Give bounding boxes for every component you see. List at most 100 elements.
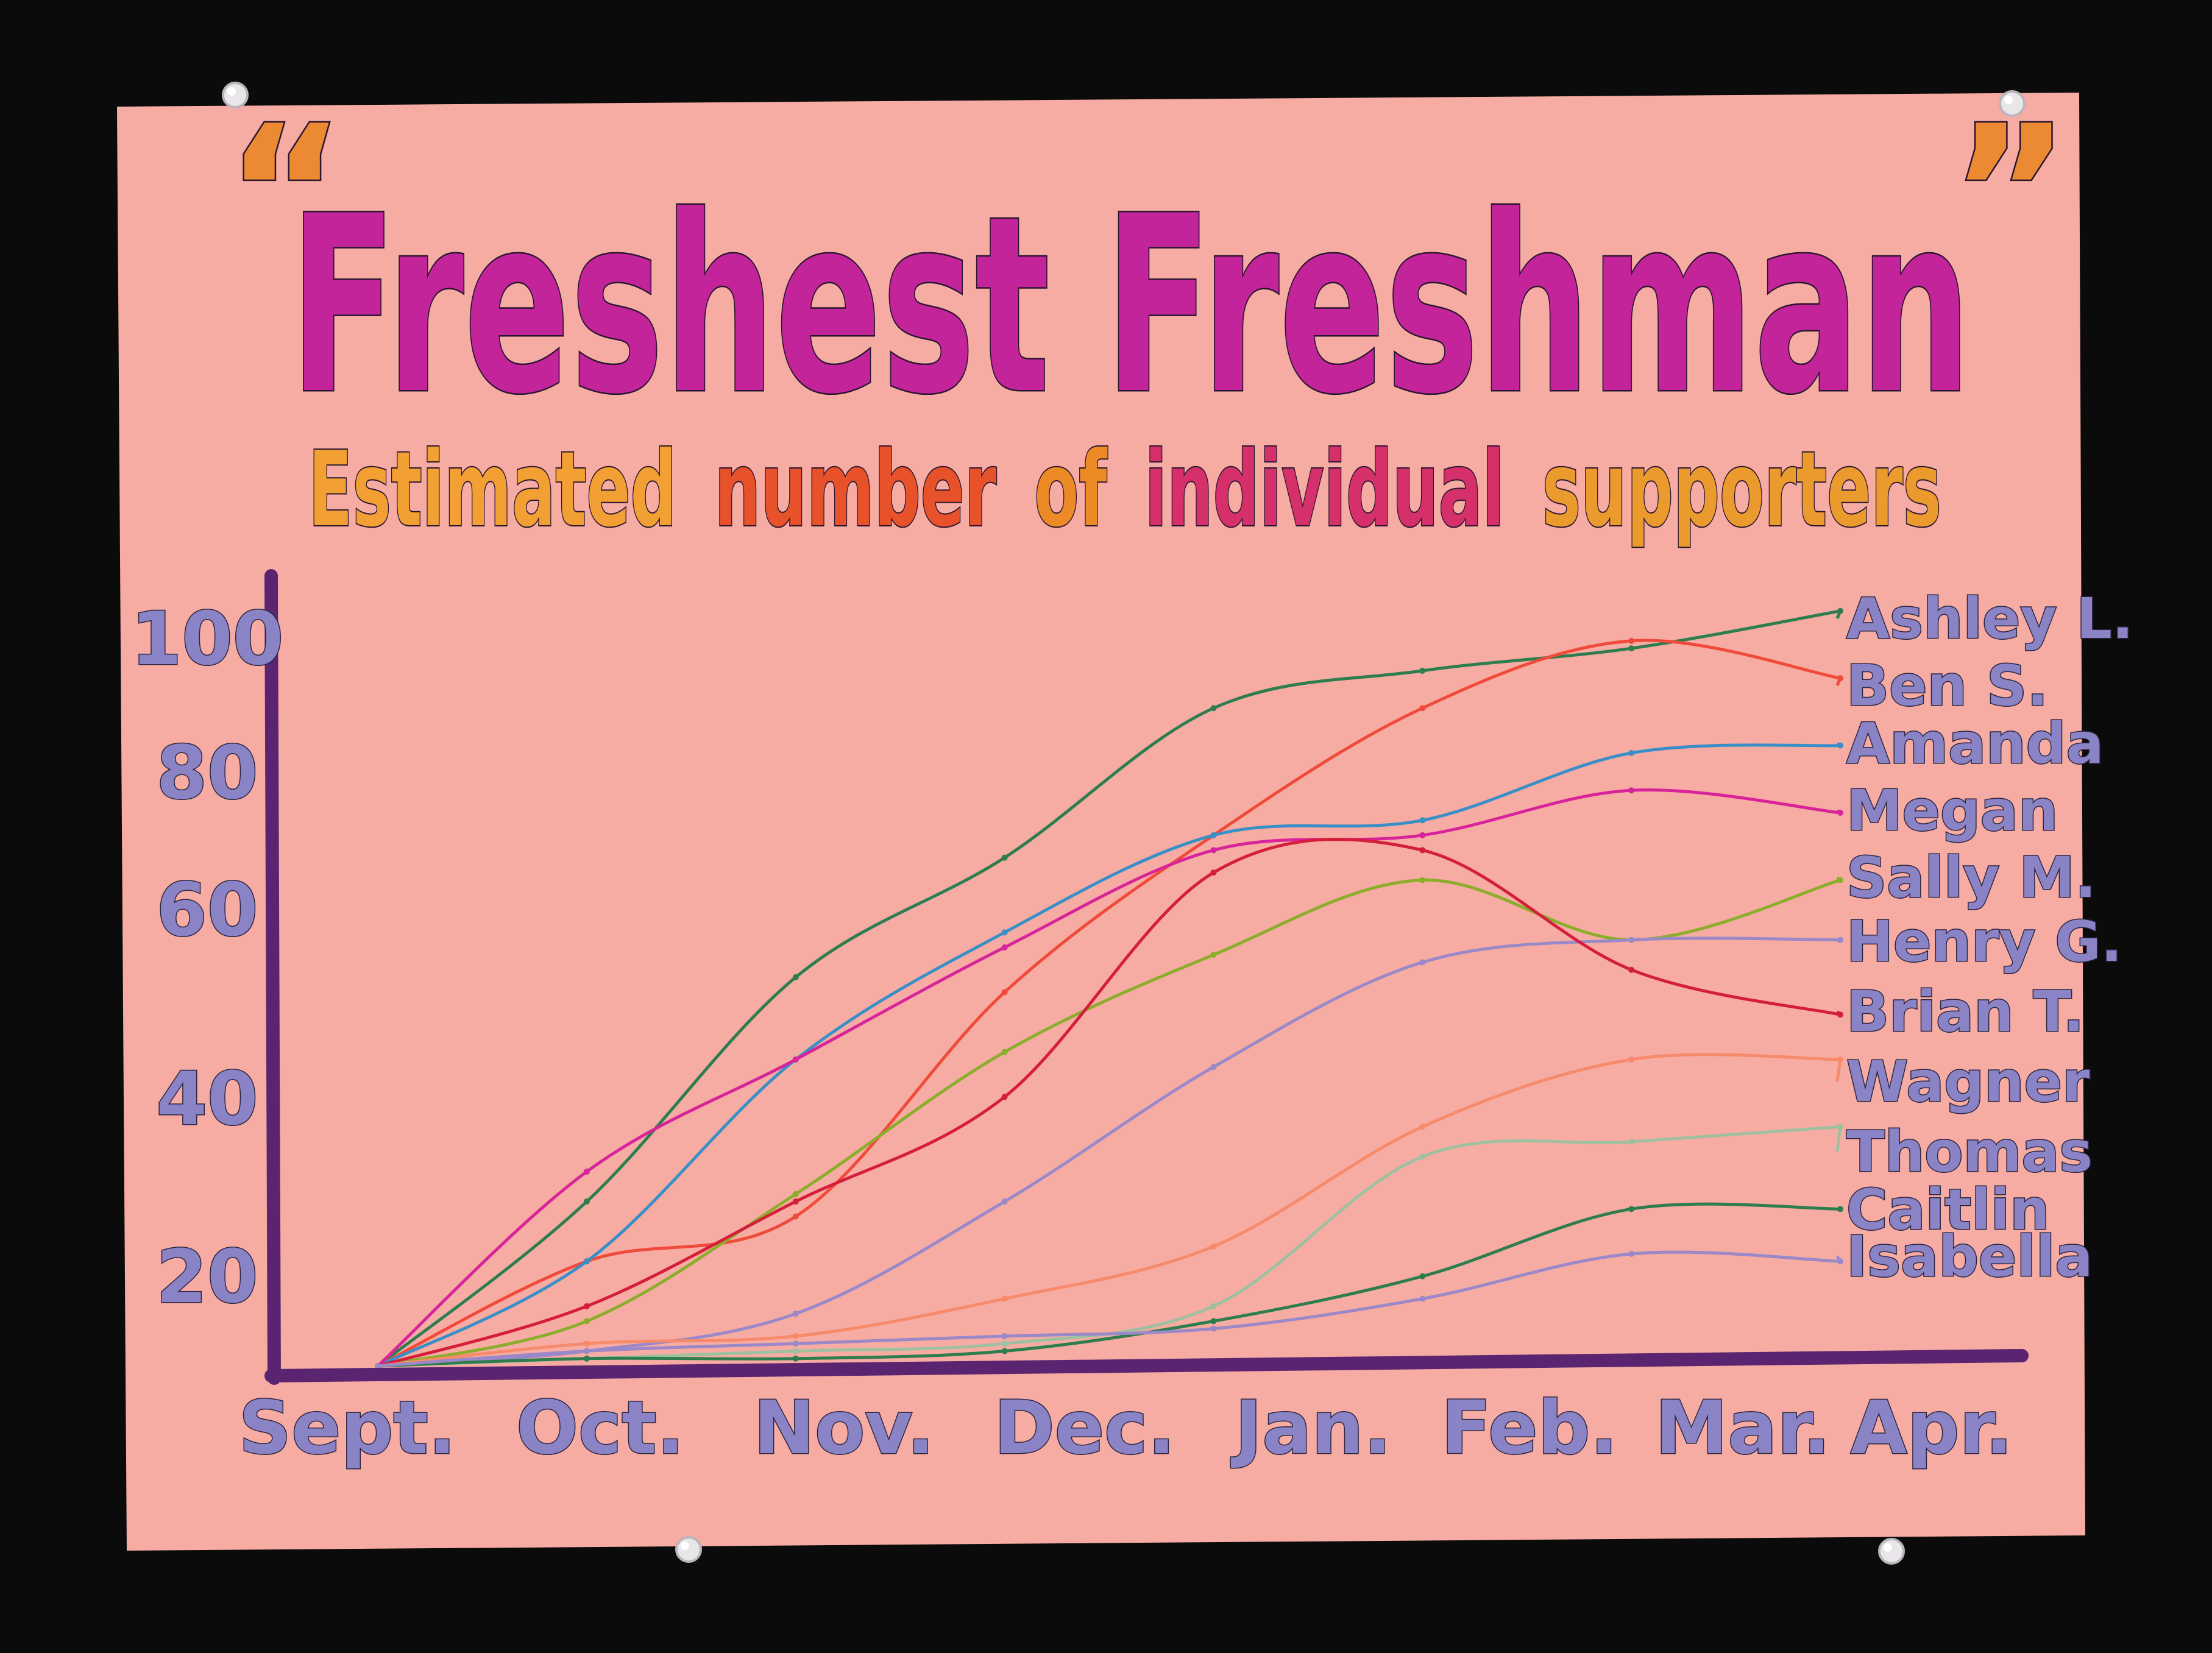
data-point-sally-m-1 [583, 1318, 590, 1325]
label-connector-henry-g [1836, 938, 1842, 943]
title-open-quote: “ [225, 87, 346, 299]
data-point-thomas-4 [1210, 1303, 1217, 1309]
push-pin-icon [222, 82, 249, 108]
data-point-isabella-6 [1628, 1250, 1635, 1257]
subtitle-word-supporters: supporters [1542, 430, 1941, 550]
series-label-amanda: Amanda [1846, 711, 2104, 776]
series-line-sally-m [376, 878, 1842, 1368]
data-point-isabella-4 [1210, 1325, 1217, 1332]
series-line-ashley-l [376, 609, 1842, 1368]
series-line-brian-t [376, 837, 1842, 1368]
x-tick-label: Dec. [994, 1386, 1175, 1471]
data-point-thomas-6 [1628, 1138, 1635, 1145]
label-connector-ashley-l [1835, 610, 1842, 619]
data-point-caitlin-2 [792, 1355, 799, 1362]
x-tick-label: Apr. [1851, 1386, 2013, 1471]
data-point-ben-s-6 [1628, 637, 1635, 644]
series-line-ben-s [376, 639, 1842, 1368]
data-point-henry-g-6 [1628, 936, 1635, 943]
data-point-thomas-5 [1419, 1153, 1426, 1160]
subtitle: Estimated number of individual supporter… [308, 430, 1941, 550]
series-label-ben-s: Ben S. [1846, 653, 2048, 718]
data-point-wagner-4 [1210, 1243, 1217, 1250]
data-point-isabella-1 [583, 1348, 590, 1354]
subtitle-word-individual: individual [1145, 430, 1505, 550]
x-tick-label: Nov. [754, 1386, 935, 1471]
data-point-amanda-1 [583, 1258, 590, 1265]
y-axis [264, 569, 281, 1385]
data-point-caitlin-5 [1419, 1273, 1426, 1280]
data-point-amanda-3 [1001, 929, 1008, 936]
y-tick-label: 100 [131, 597, 284, 682]
series-lines [375, 607, 1843, 1369]
x-tick-labels: Sept. Oct. Nov. Dec. Jan. Feb. Mar. Apr. [238, 1386, 2014, 1472]
data-point-wagner-6 [1628, 1056, 1635, 1063]
data-point-ben-s-3 [1001, 989, 1008, 996]
data-point-megan-3 [1001, 944, 1008, 950]
data-point-henry-g-4 [1210, 1064, 1217, 1071]
data-point-sally-m-3 [1001, 1049, 1008, 1055]
data-point-wagner-2 [792, 1333, 799, 1339]
data-point-thomas-3 [1001, 1340, 1008, 1347]
data-point-isabella-5 [1419, 1295, 1426, 1302]
data-point-megan-2 [792, 1056, 799, 1063]
data-point-sally-m-4 [1210, 952, 1217, 958]
data-point-ashley-l-6 [1628, 645, 1635, 652]
label-connector-amanda [1836, 742, 1842, 747]
data-point-megan-6 [1628, 787, 1635, 794]
series-label-ashley-l: Ashley L. [1846, 586, 2133, 651]
x-tick-label: Oct. [516, 1386, 684, 1471]
series-line-megan [376, 788, 1842, 1368]
series-label-thomas: Thomas [1846, 1119, 2093, 1184]
data-point-henry-g-5 [1419, 959, 1426, 966]
series-label-isabella: Isabella [1846, 1224, 2093, 1289]
data-point-ashley-l-3 [1001, 854, 1008, 861]
data-point-caitlin-4 [1210, 1318, 1217, 1325]
data-point-brian-t-5 [1419, 847, 1426, 854]
x-tick-label: Mar. [1655, 1386, 1831, 1471]
push-pin-icon [675, 1536, 702, 1563]
series-line-caitlin [376, 1202, 1842, 1368]
data-point-wagner-1 [583, 1340, 590, 1347]
x-tick-label: Jan. [1231, 1386, 1392, 1471]
data-point-ben-s-5 [1419, 705, 1426, 712]
poster-title: Freshest Freshman [289, 165, 1971, 448]
data-point-isabella-0 [375, 1363, 381, 1369]
series-label-wagner: Wagner [1846, 1049, 2090, 1114]
data-point-wagner-5 [1419, 1124, 1426, 1130]
data-point-henry-g-2 [792, 1311, 799, 1317]
x-tick-label: Sept. [239, 1386, 456, 1471]
series-line-henry-g [376, 936, 1842, 1368]
label-connector-thomas [1835, 1127, 1842, 1152]
data-point-sally-m-2 [792, 1191, 799, 1197]
y-tick-label: 20 [157, 1235, 258, 1320]
x-tick-label: Feb. [1441, 1386, 1618, 1471]
series-label-megan: Megan [1846, 778, 2058, 843]
data-point-ashley-l-4 [1210, 705, 1217, 712]
x-axis [264, 1349, 2029, 1382]
data-point-henry-g-3 [1001, 1198, 1008, 1205]
data-point-brian-t-4 [1210, 869, 1217, 876]
data-point-brian-t-3 [1001, 1094, 1008, 1100]
data-point-sally-m-5 [1419, 877, 1426, 883]
label-connector-sally-m [1836, 876, 1842, 882]
data-point-isabella-2 [792, 1340, 799, 1347]
subtitle-word-estimated: Estimated [308, 430, 677, 550]
series-label-caitlin: Caitlin [1846, 1177, 2050, 1242]
data-point-brian-t-1 [583, 1303, 590, 1309]
series-line-amanda [376, 743, 1842, 1368]
data-point-ben-s-2 [792, 1213, 799, 1220]
data-point-ashley-l-1 [583, 1198, 590, 1205]
subtitle-word-number: number [715, 430, 997, 550]
label-connector-megan [1836, 809, 1842, 814]
push-pin-icon [1999, 90, 2026, 117]
data-point-megan-4 [1210, 847, 1217, 854]
series-line-wagner [376, 1053, 1842, 1368]
data-point-ashley-l-5 [1419, 667, 1426, 674]
data-point-megan-1 [583, 1168, 590, 1175]
data-point-caitlin-1 [583, 1355, 590, 1362]
label-connector-ben-s [1835, 678, 1842, 686]
y-tick-label: 80 [157, 731, 258, 816]
subtitle-word-of: of [1034, 430, 1108, 550]
